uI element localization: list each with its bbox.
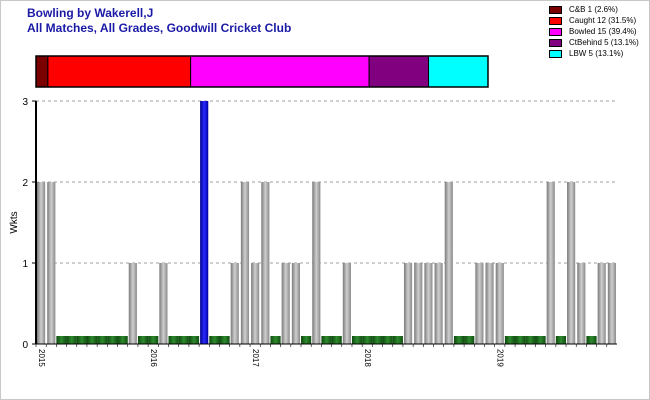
legend-swatch-caught <box>549 17 562 25</box>
x-tick-label: 2016 <box>149 349 158 367</box>
zero-bar-marker <box>321 336 332 344</box>
bar <box>230 263 239 344</box>
bar <box>495 263 504 344</box>
zero-bar-marker <box>362 336 373 344</box>
bar <box>251 263 260 344</box>
y-axis-label: Wkts <box>9 211 20 233</box>
bar <box>434 263 443 344</box>
bar <box>240 182 250 344</box>
zero-bar-marker <box>76 336 87 344</box>
zero-bar-marker <box>504 336 516 344</box>
legend-item-cb: C&B 1 (2.6%) <box>549 5 647 16</box>
bar <box>281 263 290 344</box>
x-tick-label: 2015 <box>37 349 46 367</box>
bar <box>261 182 270 344</box>
legend-label-caught: Caught 12 (31.5%) <box>569 16 637 25</box>
x-tick-label: 2019 <box>496 349 505 367</box>
bar <box>291 263 300 344</box>
legend-label-cb: C&B 1 (2.6%) <box>569 5 618 14</box>
y-tick-label: 3 <box>22 97 28 108</box>
zero-bar-marker <box>86 336 98 344</box>
legend-swatch-bowled <box>549 28 562 36</box>
zero-bar-marker <box>66 336 77 344</box>
zero-bar-marker <box>56 336 67 344</box>
dismissal-stacked-bar <box>35 55 489 88</box>
y-tick-label: 0 <box>22 340 28 351</box>
legend-label-lbw: LBW 5 (13.1%) <box>569 49 624 58</box>
y-tick-label: 1 <box>22 259 28 270</box>
zero-bar-marker <box>137 336 149 344</box>
zero-bar-marker <box>168 336 179 344</box>
zero-bar-marker <box>515 336 526 344</box>
zero-bar-marker <box>392 336 403 344</box>
x-tick-label: 2017 <box>251 349 260 367</box>
bar <box>128 263 137 344</box>
bar <box>37 182 46 344</box>
stack-border <box>35 55 489 88</box>
bar <box>200 101 209 344</box>
legend-item-caught: Caught 12 (31.5%) <box>549 16 647 27</box>
legend-label-bowled: Bowled 15 (39.4%) <box>569 27 637 36</box>
x-tick-label: 2018 <box>363 349 372 367</box>
bar <box>546 182 555 344</box>
zero-bar-marker <box>331 336 342 344</box>
bar <box>475 263 484 344</box>
bar <box>414 263 423 344</box>
chart-subtitle: All Matches, All Grades, Goodwill Cricke… <box>27 21 292 35</box>
legend: C&B 1 (2.6%) Caught 12 (31.5%) Bowled 15… <box>549 5 647 60</box>
bar <box>607 263 616 344</box>
y-tick-label: 2 <box>22 178 28 189</box>
bar <box>342 263 351 344</box>
zero-bar-marker <box>525 336 536 344</box>
bar <box>485 263 494 344</box>
bar <box>403 263 413 344</box>
legend-item-ctbehind: CtBehind 5 (13.1%) <box>549 38 647 49</box>
zero-bar-marker <box>372 336 383 344</box>
zero-bar-marker <box>382 336 393 344</box>
zero-bar-marker <box>555 336 567 344</box>
zero-bar-marker <box>209 336 220 344</box>
zero-bar-marker <box>117 336 128 344</box>
zero-bar-marker <box>188 336 200 344</box>
bar <box>159 263 168 344</box>
chart-title: Bowling by Wakerell,J <box>27 6 154 20</box>
legend-swatch-cb <box>549 6 562 14</box>
zero-bar-marker <box>351 336 363 344</box>
zero-bar-marker <box>178 336 189 344</box>
legend-item-lbw: LBW 5 (13.1%) <box>549 49 647 60</box>
zero-bar-marker <box>107 336 118 344</box>
legend-label-ctbehind: CtBehind 5 (13.1%) <box>569 38 639 47</box>
zero-bar-marker <box>464 336 475 344</box>
legend-swatch-lbw <box>549 50 562 58</box>
bar <box>597 263 606 344</box>
bar <box>47 182 56 344</box>
legend-item-bowled: Bowled 15 (39.4%) <box>549 27 647 38</box>
bar <box>424 263 433 344</box>
zero-bar-marker <box>535 336 546 344</box>
zero-bar-marker <box>219 336 230 344</box>
bar <box>567 182 576 344</box>
zero-bar-marker <box>97 336 108 344</box>
zero-bar-marker <box>586 336 597 344</box>
zero-bar-marker <box>270 336 281 344</box>
zero-bar-marker <box>453 336 465 344</box>
bar <box>444 182 453 344</box>
zero-bar-marker <box>148 336 159 344</box>
zero-bar-marker <box>301 336 312 344</box>
bar <box>577 263 586 344</box>
legend-swatch-ctbehind <box>549 39 562 47</box>
bar <box>312 182 321 344</box>
